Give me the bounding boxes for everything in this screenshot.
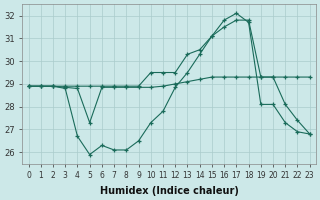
X-axis label: Humidex (Indice chaleur): Humidex (Indice chaleur) bbox=[100, 186, 239, 196]
